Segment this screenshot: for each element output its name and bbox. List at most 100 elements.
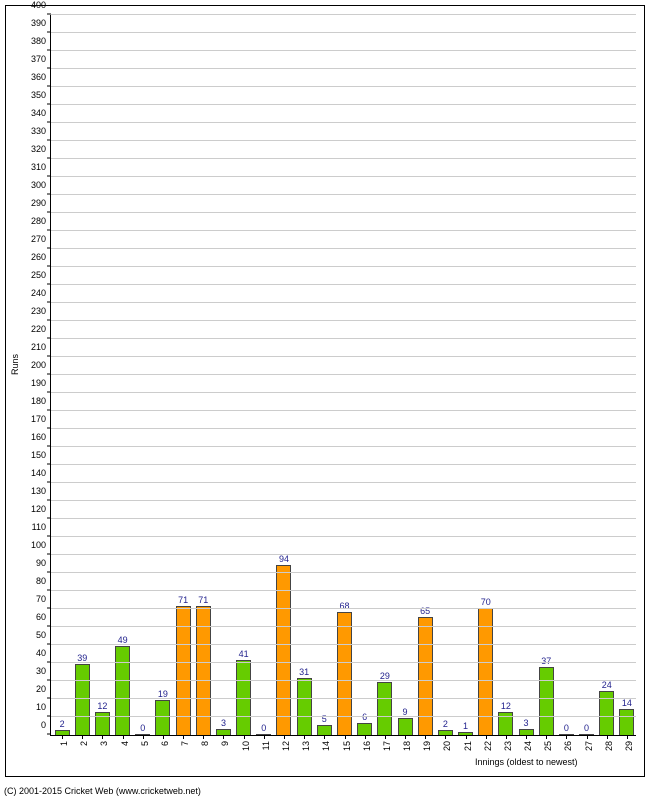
x-tick-label: 7 <box>180 741 190 746</box>
bar-value-label: 12 <box>97 701 107 711</box>
y-tick-label: 30 <box>36 666 51 676</box>
x-axis-label: Innings (oldest to newest) <box>475 757 578 800</box>
y-tick-mark <box>47 86 51 87</box>
bar-value-label: 6 <box>362 712 367 722</box>
y-tick-mark <box>47 626 51 627</box>
bar-value-label: 14 <box>622 698 632 708</box>
x-tick-label: 22 <box>483 741 493 751</box>
y-tick-label: 340 <box>31 108 51 118</box>
x-tick-label: 13 <box>301 741 311 751</box>
y-tick-label: 10 <box>36 702 51 712</box>
y-tick-label: 20 <box>36 684 51 694</box>
x-tick-label: 2 <box>79 741 89 746</box>
y-tick-mark <box>47 374 51 375</box>
grid-line <box>51 374 636 375</box>
bar: 392 <box>75 664 90 735</box>
bar-value-label: 24 <box>602 680 612 690</box>
y-tick-label: 330 <box>31 126 51 136</box>
bar-value-label: 0 <box>140 723 145 733</box>
x-tick-label: 29 <box>624 741 634 751</box>
y-tick-label: 190 <box>31 378 51 388</box>
bar-value-label: 3 <box>221 718 226 728</box>
x-tick-mark <box>466 735 467 739</box>
bar-value-label: 12 <box>501 701 511 711</box>
y-tick-label: 200 <box>31 360 51 370</box>
grid-line <box>51 320 636 321</box>
bar: 514 <box>317 725 332 735</box>
x-tick-label: 8 <box>200 741 210 746</box>
y-tick-label: 370 <box>31 54 51 64</box>
y-tick-label: 210 <box>31 342 51 352</box>
bar-value-label: 2 <box>443 719 448 729</box>
grid-line <box>51 554 636 555</box>
y-tick-mark <box>47 680 51 681</box>
y-tick-label: 230 <box>31 306 51 316</box>
y-tick-label: 150 <box>31 450 51 460</box>
grid-line <box>51 338 636 339</box>
grid-line <box>51 122 636 123</box>
y-tick-mark <box>47 644 51 645</box>
chart-container: Runs 21392123494051967177183941100119412… <box>0 0 650 800</box>
x-tick-label: 10 <box>241 741 251 751</box>
y-tick-label: 350 <box>31 90 51 100</box>
bar: 1429 <box>619 709 634 735</box>
grid-line <box>51 266 636 267</box>
x-tick-mark <box>546 735 547 739</box>
grid-line <box>51 392 636 393</box>
x-tick-label: 4 <box>120 741 130 746</box>
y-tick-mark <box>47 14 51 15</box>
x-tick-mark <box>324 735 325 739</box>
y-tick-label: 120 <box>31 504 51 514</box>
x-tick-mark <box>566 735 567 739</box>
grid-line <box>51 428 636 429</box>
y-tick-mark <box>47 662 51 663</box>
bar-value-label: 1 <box>463 721 468 731</box>
grid-line <box>51 140 636 141</box>
x-tick-mark <box>102 735 103 739</box>
y-tick-mark <box>47 284 51 285</box>
y-tick-label: 310 <box>31 162 51 172</box>
x-tick-label: 19 <box>422 741 432 751</box>
bar: 011 <box>256 734 271 735</box>
y-tick-label: 100 <box>31 540 51 550</box>
bar-value-label: 0 <box>564 723 569 733</box>
y-tick-mark <box>47 158 51 159</box>
x-tick-mark <box>82 735 83 739</box>
bar-value-label: 2 <box>60 719 65 729</box>
bar: 026 <box>559 734 574 735</box>
grid-line <box>51 446 636 447</box>
grid-line <box>51 68 636 69</box>
x-tick-mark <box>304 735 305 739</box>
x-tick-mark <box>284 735 285 739</box>
grid-line <box>51 14 636 15</box>
y-tick-label: 180 <box>31 396 51 406</box>
bar-value-label: 71 <box>198 595 208 605</box>
y-tick-mark <box>47 68 51 69</box>
bar-value-label: 31 <box>299 667 309 677</box>
grid-line <box>51 482 636 483</box>
x-tick-label: 17 <box>382 741 392 751</box>
y-tick-label: 400 <box>31 0 51 10</box>
bar-value-label: 0 <box>584 723 589 733</box>
y-tick-mark <box>47 554 51 555</box>
x-tick-mark <box>223 735 224 739</box>
x-tick-mark <box>244 735 245 739</box>
x-tick-label: 12 <box>281 741 291 751</box>
y-tick-mark <box>47 302 51 303</box>
y-tick-label: 0 <box>41 720 51 730</box>
bar: 3113 <box>297 678 312 735</box>
grid-line <box>51 572 636 573</box>
grid-line <box>51 500 636 501</box>
y-tick-label: 260 <box>31 252 51 262</box>
y-tick-mark <box>47 140 51 141</box>
bar-value-label: 0 <box>261 723 266 733</box>
x-tick-mark <box>425 735 426 739</box>
grid-line <box>51 158 636 159</box>
bar: 918 <box>398 718 413 735</box>
x-tick-label: 14 <box>321 741 331 751</box>
bar: 027 <box>579 734 594 735</box>
y-tick-label: 360 <box>31 72 51 82</box>
grid-line <box>51 212 636 213</box>
grid-line <box>51 518 636 519</box>
x-tick-mark <box>264 735 265 739</box>
